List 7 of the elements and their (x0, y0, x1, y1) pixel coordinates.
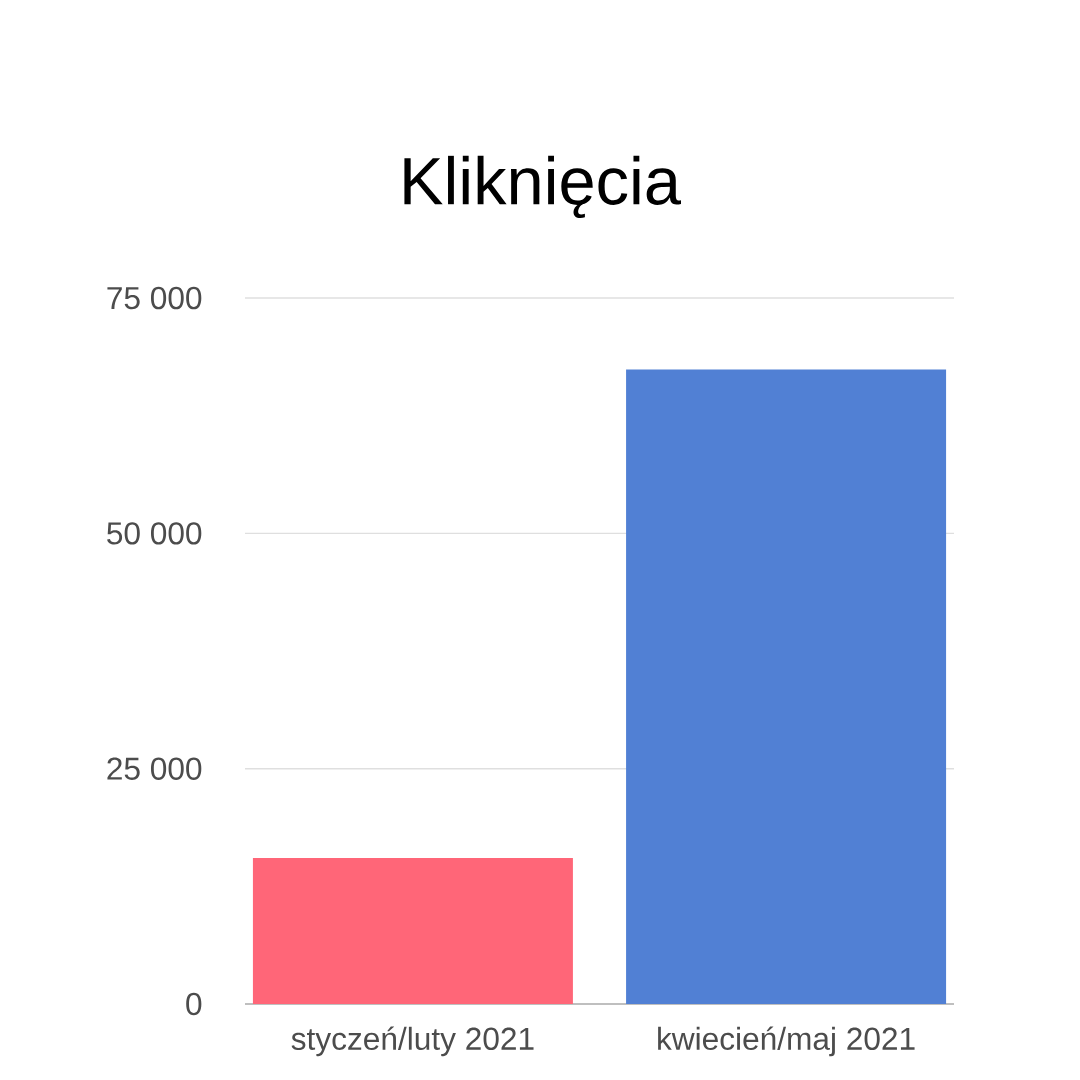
y-tick-label: 25 000 (107, 757, 202, 780)
y-tick-label: 50 000 (107, 522, 202, 545)
chart-title: Kliknięcia (404, 155, 681, 219)
x-tick-label: styczeń/luty 2021 (291, 1026, 534, 1057)
x-tick-label: kwiecień/maj 2021 (658, 1026, 915, 1057)
y-tick-label: 0 (186, 992, 202, 1016)
y-tick-label: 75 000 (107, 286, 202, 310)
